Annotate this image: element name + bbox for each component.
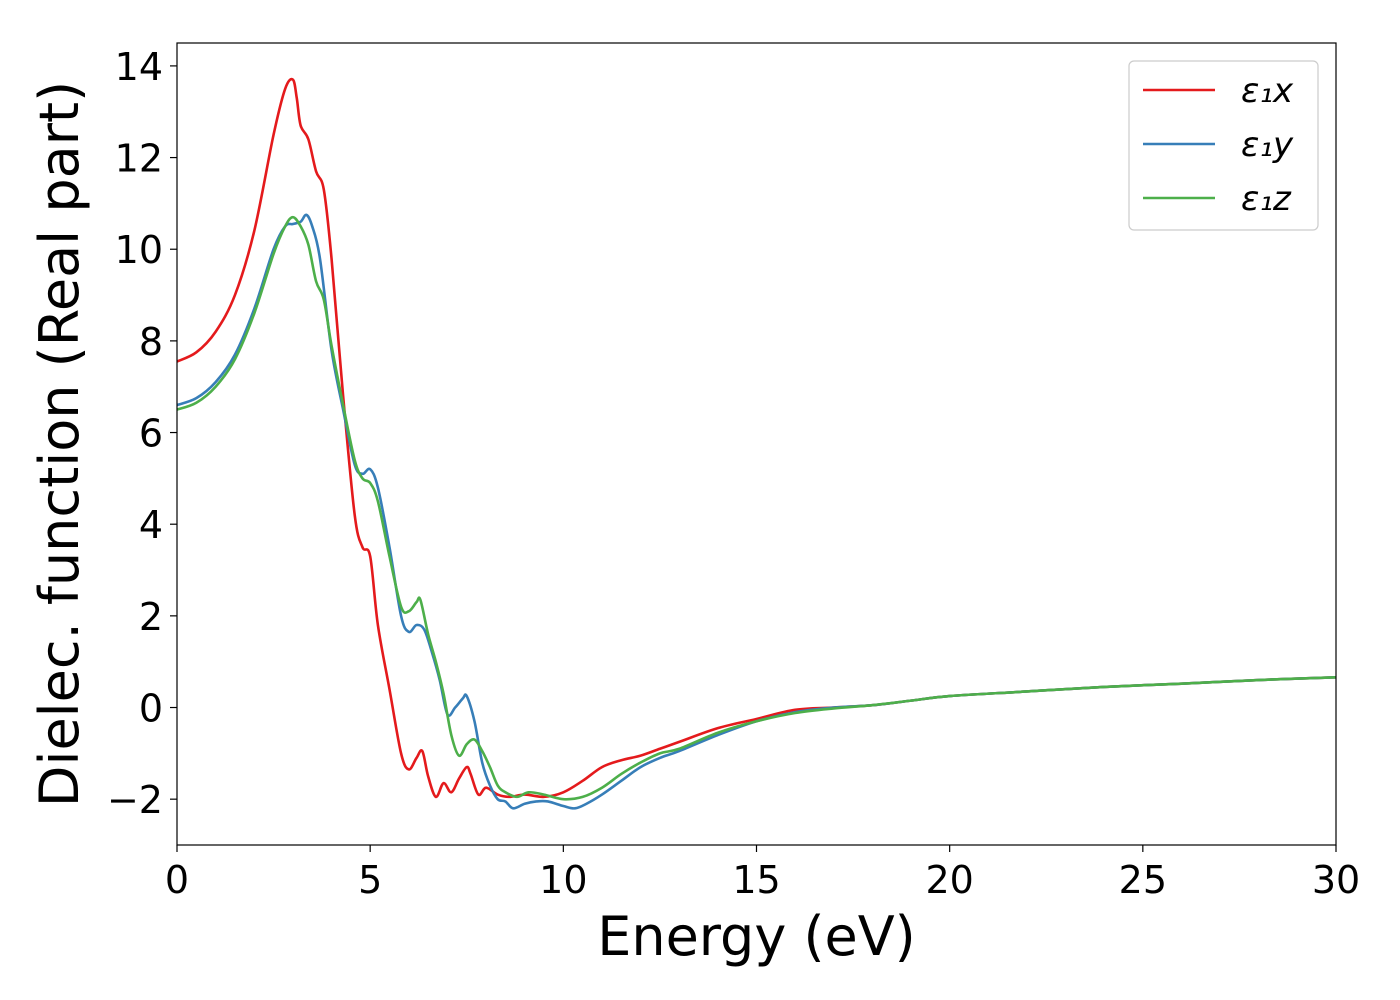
y-tick-label: 8 [139,320,163,364]
series-layer [176,77,1337,810]
y-tick-label: 2 [139,595,163,639]
legend-label: ε₁x [1241,71,1294,111]
y-tick-label: −2 [107,778,163,822]
x-axis-ticks: 0 5 10 15 20 25 30 [165,845,1360,902]
y-tick-label: 0 [139,687,163,731]
x-tick-label: 20 [925,858,973,902]
x-tick-label: 25 [1119,858,1167,902]
x-tick-label: 5 [358,858,382,902]
x-tick-label: 10 [539,858,587,902]
y-tick-label: 4 [139,503,163,547]
series-line-1 [176,77,1337,799]
y-tick-label: 10 [115,228,163,272]
y-tick-label: 12 [115,137,163,181]
y-axis-label: Dielec. function (Real part) [28,81,91,807]
y-tick-label: 14 [115,45,163,89]
legend: ε₁x ε₁y ε₁z [1128,60,1319,231]
x-tick-label: 0 [165,858,189,902]
legend-box [1128,60,1319,231]
y-axis-ticks: −2 0 2 4 6 8 10 12 14 [107,45,177,822]
series-line-3 [176,215,1337,801]
legend-label: ε₁y [1241,125,1294,165]
x-tick-label: 30 [1312,858,1360,902]
y-tick-label: 6 [139,412,163,456]
legend-label: ε₁z [1241,179,1292,219]
x-axis-label: Energy (eV) [597,905,916,968]
x-tick-label: 15 [732,858,780,902]
